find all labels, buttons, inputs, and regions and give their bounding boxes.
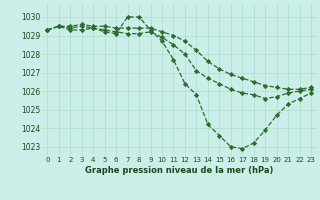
X-axis label: Graphe pression niveau de la mer (hPa): Graphe pression niveau de la mer (hPa) — [85, 166, 273, 175]
